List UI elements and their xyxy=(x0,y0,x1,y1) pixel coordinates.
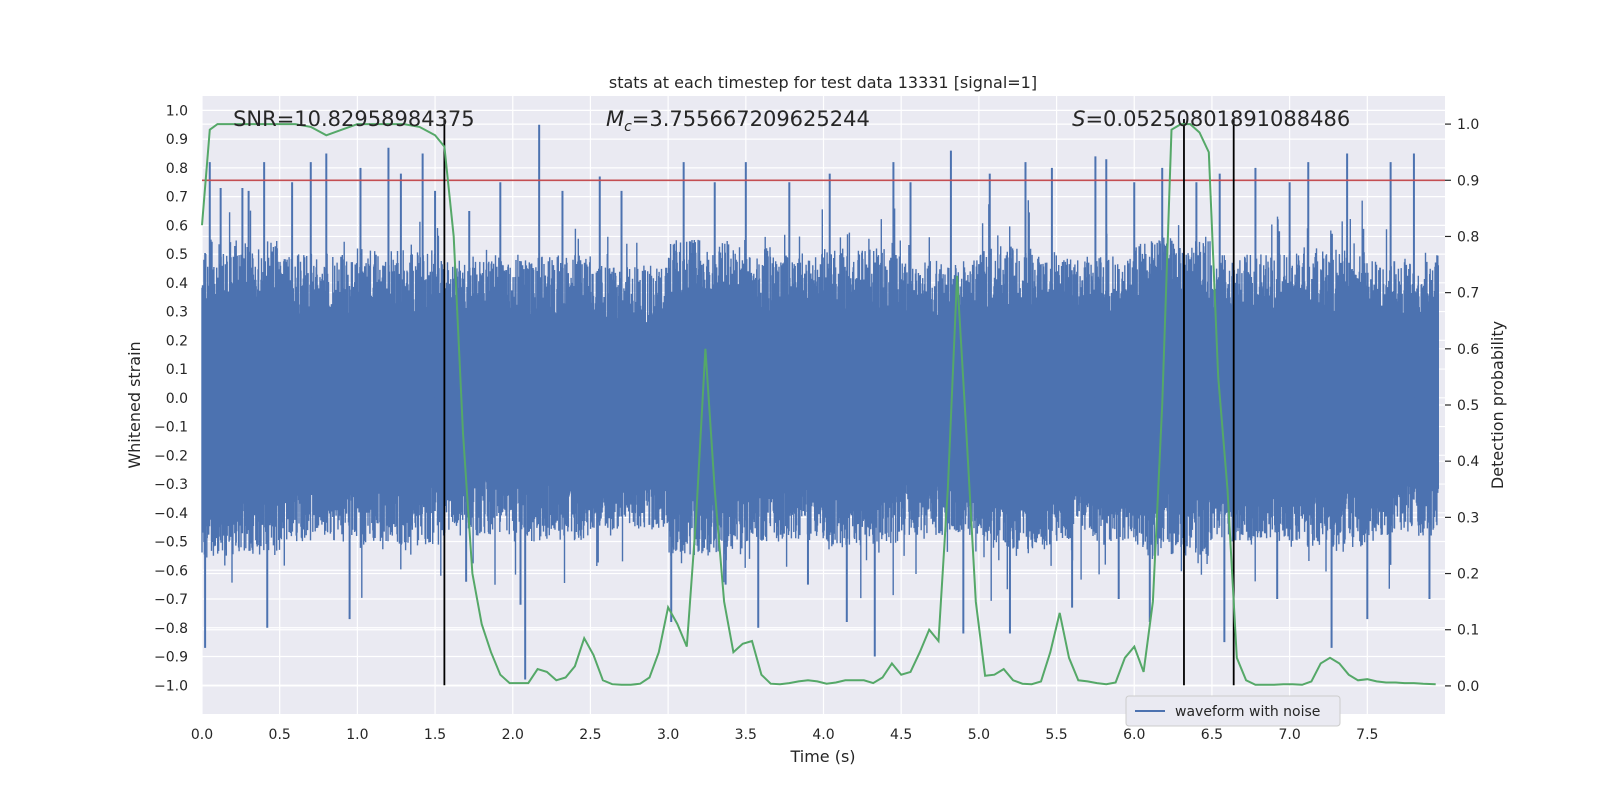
y-right-tick-label: 0.8 xyxy=(1457,229,1479,245)
y-right-tick-label: 0.7 xyxy=(1457,286,1479,302)
detection-probability-line xyxy=(201,123,1436,686)
y-right-tick-label: 0.2 xyxy=(1457,567,1479,583)
x-tick-label: 6.5 xyxy=(1201,727,1223,743)
y-tick-label: 1.0 xyxy=(166,103,188,119)
x-tick-label: 4.0 xyxy=(812,727,834,743)
x-tick-label: 3.0 xyxy=(657,727,679,743)
y-right-tick-label: 0.3 xyxy=(1457,510,1479,526)
y-tick-label: −0.9 xyxy=(154,650,188,666)
y-tick-label: −0.7 xyxy=(154,592,188,608)
x-tick-label: 6.0 xyxy=(1123,727,1145,743)
y-tick-label: −0.6 xyxy=(154,563,188,579)
legend-box xyxy=(1125,695,1341,727)
x-tick-label: 2.5 xyxy=(579,727,601,743)
y-tick-label: 0.3 xyxy=(166,305,188,321)
detection-probability-series xyxy=(201,123,1436,686)
x-tick-label: 0.0 xyxy=(191,727,213,743)
legend: waveform with noise xyxy=(1125,695,1341,727)
y-tick-label: −0.4 xyxy=(154,506,188,522)
y-tick-label: −0.3 xyxy=(154,477,188,493)
x-tick-label: 4.5 xyxy=(890,727,912,743)
y-tick-label: 0.7 xyxy=(166,190,188,206)
y-tick-label: −0.5 xyxy=(154,535,188,551)
annotation-2: Mc=3.755667209625244 xyxy=(606,107,870,135)
y-right-tick-label: 0.1 xyxy=(1457,623,1479,639)
annotation-1: SNR=10.82958984375 xyxy=(233,107,475,131)
y-right-tick-label: 0.5 xyxy=(1457,398,1479,414)
y-axis-label: Whitened strain xyxy=(125,341,144,468)
x-tick-label: 5.0 xyxy=(968,727,990,743)
y-tick-label: −0.8 xyxy=(154,621,188,637)
y-right-axis-label: Detection probability xyxy=(1488,321,1507,489)
x-tick-label: 5.5 xyxy=(1045,727,1067,743)
legend-label: waveform with noise xyxy=(1175,704,1320,720)
x-tick-label: 0.5 xyxy=(269,727,291,743)
y-right-tick-label: 0.4 xyxy=(1457,454,1479,470)
y-tick-label: 0.6 xyxy=(166,218,188,234)
y-tick-label: −0.2 xyxy=(154,448,188,464)
waveform-series xyxy=(201,124,1439,680)
y-right-tick-labels: 1.0 0.9 0.8 0.7 0.6 0.5 0.4 0.3 0.2 0.1 0.0 xyxy=(1445,117,1479,695)
y-tick-label: 0.8 xyxy=(166,161,188,177)
y-tick-label: 0.5 xyxy=(166,247,188,263)
y-right-tick-label: 1.0 xyxy=(1457,117,1479,133)
annotation-3: S=0.05250801891088486 xyxy=(1072,107,1350,131)
y-right-tick-label: 0.9 xyxy=(1457,173,1479,189)
y-tick-label: −1.0 xyxy=(154,678,188,694)
x-tick-label: 2.0 xyxy=(502,727,524,743)
annotations: SNR=10.82958984375 Mc=3.755667209625244 S=… xyxy=(233,107,1350,135)
y-tick-label: 0.2 xyxy=(166,333,188,349)
y-tick-labels: 1.0 0.9 0.8 0.7 0.6 0.5 0.4 0.3 0.2 0.1 0.0 −0.1 −0.… xyxy=(154,103,188,694)
x-tick-label: 1.5 xyxy=(424,727,446,743)
y-tick-label: 0.0 xyxy=(166,391,188,407)
x-tick-label: 7.0 xyxy=(1278,727,1300,743)
y-tick-label: 0.9 xyxy=(166,132,188,148)
y-tick-label: 0.1 xyxy=(166,362,188,378)
y-right-tick-label: 0.6 xyxy=(1457,342,1479,358)
chart-title: stats at each timestep for test data 133… xyxy=(609,73,1037,92)
x-axis-label: Time (s) xyxy=(789,747,855,766)
x-tick-label: 3.5 xyxy=(735,727,757,743)
x-tick-label: 7.5 xyxy=(1356,727,1378,743)
x-tick-label: 1.0 xyxy=(346,727,368,743)
y-tick-label: 0.4 xyxy=(166,276,188,292)
y-tick-label: −0.1 xyxy=(154,420,188,436)
x-tick-labels: 0.0 0.5 1.0 1.5 2.0 2.5 3.0 3.5 4.0 4.5 5.0 5.5 6.0 6… xyxy=(191,727,1379,743)
y-right-tick-label: 0.0 xyxy=(1457,679,1479,695)
